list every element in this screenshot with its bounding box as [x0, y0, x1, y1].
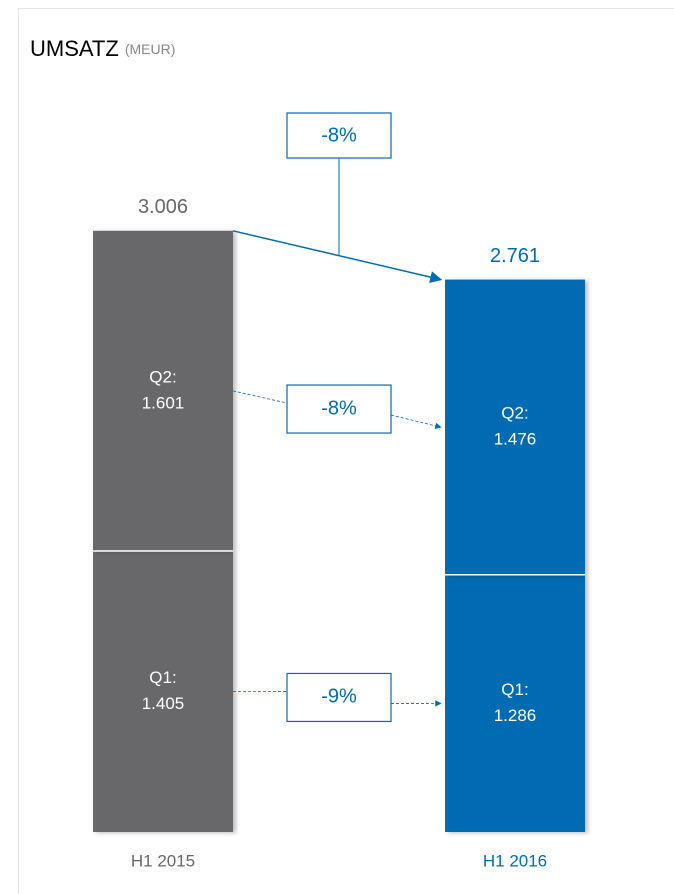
change-label: -9%	[321, 686, 357, 708]
segment-value-label: 1.286	[494, 706, 537, 725]
segment-value-label: 1.601	[142, 393, 185, 412]
change-box	[286, 672, 392, 723]
segment-name: Q2:	[149, 367, 176, 386]
bar-segment	[93, 551, 233, 832]
x-tick-label: H1 2016	[483, 851, 547, 870]
bar-segment	[445, 574, 585, 832]
total-label: 3.006	[138, 196, 188, 218]
change-box	[286, 384, 392, 434]
total-change-label: -8%	[321, 124, 357, 146]
connector-arrow	[390, 414, 442, 429]
segment-name: Q1:	[149, 668, 176, 687]
change-label: -8%	[321, 397, 357, 419]
x-tick-label: H1 2015	[131, 851, 195, 870]
segment-value-label: 1.405	[142, 694, 185, 713]
segment-name: Q1:	[501, 680, 528, 699]
segment-value-label: 1.476	[494, 430, 537, 449]
connector	[232, 390, 288, 404]
change-box	[286, 112, 392, 159]
segment-name: Q2:	[501, 404, 528, 423]
subtitle: (MEUR)	[125, 41, 176, 57]
total-arrow	[232, 230, 443, 283]
bar-segment	[445, 279, 585, 575]
chart-title: UMSATZ (MEUR)	[30, 36, 175, 61]
title: UMSATZ	[30, 36, 119, 61]
total-label: 2.761	[490, 245, 540, 267]
bar-segment	[93, 230, 233, 552]
